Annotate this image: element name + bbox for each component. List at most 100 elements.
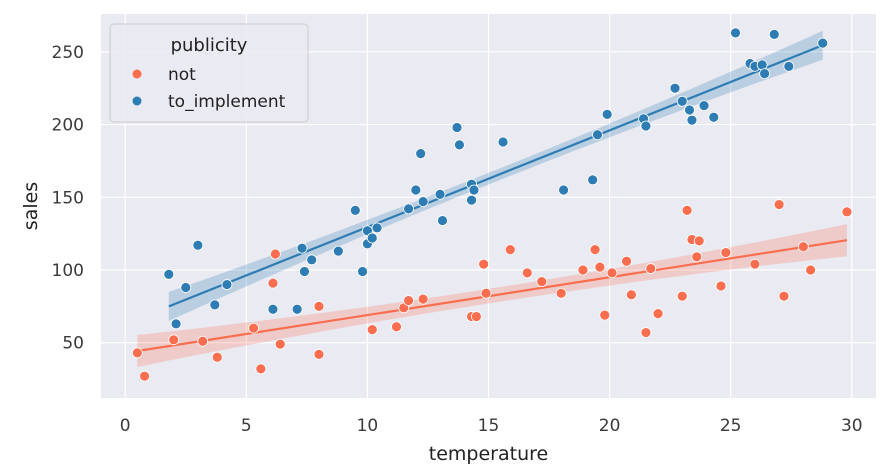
y-tick-label: 250 — [52, 43, 84, 63]
point-not — [555, 287, 567, 299]
legend-marker-to-implement — [132, 96, 142, 106]
legend-marker-not — [132, 69, 142, 79]
point-to-implement — [415, 148, 427, 160]
point-not — [606, 267, 618, 279]
point-to-implement — [669, 82, 681, 94]
point-not — [267, 277, 279, 289]
point-to-implement — [768, 28, 780, 40]
legend: publicity not to_implement — [109, 23, 309, 123]
point-to-implement — [306, 254, 318, 266]
point-not — [269, 248, 281, 260]
point-not — [599, 309, 611, 321]
point-not — [778, 290, 790, 302]
point-not — [313, 300, 325, 312]
point-to-implement — [267, 303, 279, 315]
point-not — [594, 261, 606, 273]
point-to-implement — [403, 203, 414, 215]
y-tick-label: 100 — [52, 261, 84, 281]
point-to-implement — [759, 68, 770, 80]
point-not — [504, 244, 516, 256]
point-to-implement — [192, 239, 204, 251]
point-to-implement — [698, 100, 710, 112]
point-to-implement — [817, 37, 829, 49]
point-to-implement — [592, 129, 603, 141]
x-tick-label: 25 — [720, 416, 742, 436]
point-to-implement — [366, 232, 378, 244]
x-axis-label: temperature — [429, 443, 548, 465]
point-to-implement — [417, 196, 429, 208]
x-tick-label: 0 — [120, 416, 131, 436]
point-not — [470, 311, 482, 322]
legend-box — [109, 23, 309, 123]
regression-line-to-implement — [168, 44, 824, 308]
point-not — [720, 247, 732, 258]
point-not — [366, 324, 378, 336]
point-not — [589, 244, 601, 256]
point-to-implement — [349, 204, 361, 216]
point-not — [313, 348, 325, 360]
point-not — [715, 280, 727, 292]
point-not — [691, 251, 703, 263]
point-to-implement — [180, 282, 192, 293]
point-to-implement — [434, 188, 446, 200]
point-not — [640, 327, 652, 338]
point-to-implement — [686, 114, 698, 126]
point-to-implement — [357, 266, 368, 277]
point-not — [417, 293, 429, 305]
point-not — [255, 363, 267, 375]
point-to-implement — [454, 139, 465, 151]
point-to-implement — [468, 184, 480, 196]
legend-title: publicity — [171, 35, 248, 56]
point-not — [248, 322, 259, 334]
point-not — [773, 199, 785, 210]
point-to-implement — [209, 299, 221, 311]
point-to-implement — [299, 266, 310, 277]
point-not — [841, 206, 853, 218]
legend-label-not: not — [168, 65, 196, 85]
point-to-implement — [601, 108, 613, 120]
point-not — [577, 264, 589, 276]
point-to-implement — [296, 242, 308, 254]
point-not — [805, 264, 817, 276]
x-tick-label: 5 — [241, 416, 252, 436]
point-to-implement — [466, 194, 477, 206]
point-to-implement — [640, 120, 652, 132]
legend-label-to-implement: to_implement — [168, 92, 286, 112]
point-not — [681, 204, 693, 216]
point-to-implement — [708, 111, 720, 123]
point-to-implement — [587, 174, 599, 186]
point-not — [521, 267, 533, 279]
point-not — [625, 289, 637, 301]
point-to-implement — [684, 104, 695, 116]
point-not — [797, 241, 809, 253]
point-to-implement — [730, 27, 741, 39]
point-not — [478, 258, 490, 270]
point-not — [274, 338, 286, 350]
point-not — [403, 295, 414, 306]
grid — [101, 14, 876, 398]
point-to-implement — [783, 60, 795, 72]
point-not — [131, 347, 143, 359]
point-not — [645, 263, 657, 274]
point-to-implement — [676, 95, 688, 107]
point-not — [536, 276, 548, 288]
point-not — [621, 255, 632, 267]
x-tick-label: 20 — [599, 416, 621, 436]
point-not — [652, 308, 664, 320]
point-not — [480, 287, 492, 299]
point-not — [139, 370, 150, 382]
y-tick-label: 150 — [52, 188, 84, 208]
point-not — [749, 258, 761, 270]
point-to-implement — [291, 303, 303, 315]
y-tick-labels: 50 100 150 200 250 — [52, 43, 84, 354]
y-tick-label: 200 — [52, 116, 84, 136]
point-to-implement — [163, 268, 175, 280]
data-points — [131, 27, 853, 382]
y-axis-label: sales — [20, 182, 42, 230]
point-not — [391, 321, 402, 333]
point-not — [197, 335, 209, 347]
point-to-implement — [221, 279, 233, 290]
point-not — [693, 235, 705, 247]
point-to-implement — [497, 136, 509, 148]
